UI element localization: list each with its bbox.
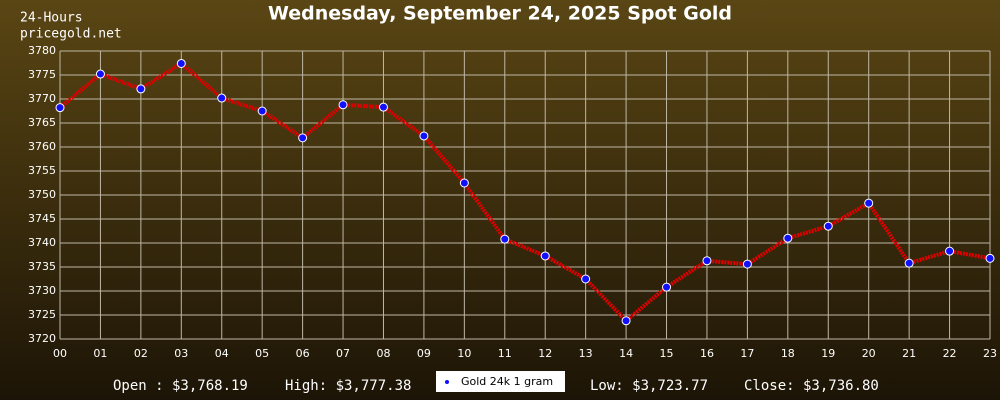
legend-box	[436, 371, 565, 392]
data-point	[55, 103, 65, 113]
x-tick-label: 23	[983, 347, 997, 360]
x-tick-label: 10	[457, 347, 471, 360]
x-tick-label: 20	[862, 347, 876, 360]
x-tick-label: 01	[93, 347, 107, 360]
data-point	[823, 221, 833, 231]
x-tick-label: 05	[255, 347, 269, 360]
data-point	[621, 316, 631, 326]
y-tick-label: 3745	[28, 212, 56, 225]
data-point	[95, 69, 105, 79]
chart-title: Wednesday, September 24, 2025 Spot Gold	[268, 3, 732, 25]
x-tick-label: 22	[943, 347, 957, 360]
data-point	[176, 58, 186, 68]
series-line	[58, 61, 991, 324]
data-point	[702, 256, 712, 266]
x-tick-label: 14	[619, 347, 633, 360]
data-point	[581, 274, 591, 284]
x-tick-label: 13	[579, 347, 593, 360]
data-point	[419, 131, 429, 141]
data-point	[783, 233, 793, 243]
y-tick-label: 3735	[28, 260, 56, 273]
close-stat: Close: $3,736.80	[744, 378, 879, 394]
y-tick-label: 3760	[28, 140, 56, 153]
data-point	[136, 84, 146, 94]
data-point	[985, 253, 995, 263]
data-point	[217, 93, 227, 103]
data-point	[338, 100, 348, 110]
data-point	[298, 133, 308, 143]
y-tick-label: 3765	[28, 116, 56, 129]
low-stat: Low: $3,723.77	[590, 378, 708, 394]
legend-label: Gold 24k 1 gram	[461, 375, 553, 388]
data-point	[864, 198, 874, 208]
data-point	[378, 102, 388, 112]
x-tick-label: 17	[740, 347, 754, 360]
x-tick-label: 09	[417, 347, 431, 360]
open-stat: Open : $3,768.19	[113, 378, 248, 394]
y-tick-label: 3730	[28, 284, 56, 297]
y-tick-label: 3740	[28, 236, 56, 249]
subtitle: 24-Hours	[20, 11, 83, 26]
x-tick-label: 12	[538, 347, 552, 360]
high-stat: High: $3,777.38	[285, 378, 411, 394]
y-tick-label: 3780	[28, 44, 56, 57]
x-tick-label: 07	[336, 347, 350, 360]
data-point	[945, 246, 955, 256]
data-point	[904, 258, 914, 268]
y-tick-label: 3720	[28, 332, 56, 345]
plot-area: 3720 3725 3730 3735 3740 3745 3750 3755 3760 3765…	[28, 44, 997, 360]
y-tick-label: 3755	[28, 164, 56, 177]
data-point	[500, 234, 510, 244]
x-tick-label: 03	[174, 347, 188, 360]
data-point	[540, 251, 550, 261]
x-tick-label: 06	[296, 347, 310, 360]
x-tick-label: 11	[498, 347, 512, 360]
x-tick-label: 21	[902, 347, 916, 360]
y-tick-label: 3770	[28, 92, 56, 105]
x-tick-label: 02	[134, 347, 148, 360]
x-tick-label: 04	[215, 347, 229, 360]
subtitle: pricegold.net	[20, 27, 122, 42]
x-tick-label: 15	[660, 347, 674, 360]
y-tick-label: 3775	[28, 68, 56, 81]
x-tick-label: 16	[700, 347, 714, 360]
data-point	[662, 282, 672, 292]
x-tick-label: 00	[53, 347, 67, 360]
legend-marker	[445, 380, 449, 384]
data-point	[459, 178, 469, 188]
x-tick-label: 19	[821, 347, 835, 360]
y-tick-label: 3725	[28, 308, 56, 321]
data-point	[257, 106, 267, 116]
x-tick-label: 18	[781, 347, 795, 360]
data-point	[742, 259, 752, 269]
y-tick-label: 3750	[28, 188, 56, 201]
x-tick-label: 08	[376, 347, 390, 360]
